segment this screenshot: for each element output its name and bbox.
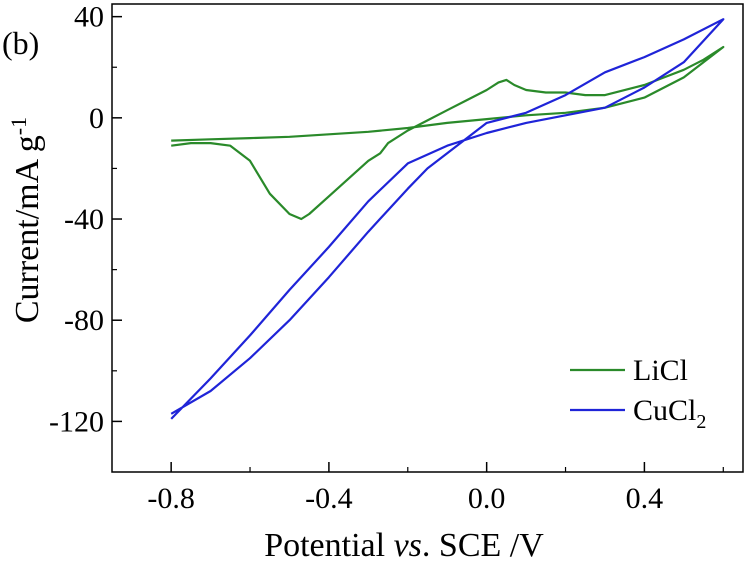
series-layer xyxy=(170,18,725,420)
x-axis: -0.8 -0.4 0.0 0.4 xyxy=(147,462,724,515)
y-tick-label: -120 xyxy=(49,405,104,438)
y-tick-label: 0 xyxy=(89,102,104,135)
y-tick-label: 40 xyxy=(74,1,104,34)
panel-label: (b) xyxy=(2,25,39,61)
y-axis-title: Current/mA g-1 xyxy=(6,117,46,323)
y-axis: 40 0 -40 -80 -120 xyxy=(49,1,122,438)
series-line-0 xyxy=(171,45,725,221)
legend: LiCl CuCl2 xyxy=(570,354,706,433)
x-tick-label: 0.0 xyxy=(468,482,506,515)
x-tick-label: 0.4 xyxy=(626,482,664,515)
x-tick-label: -0.4 xyxy=(305,482,353,515)
y-tick-label: -80 xyxy=(64,304,104,337)
series-line-1 xyxy=(170,18,725,420)
x-tick-label: -0.8 xyxy=(147,482,195,515)
y-tick-label: -40 xyxy=(64,203,104,236)
legend-label-0: LiCl xyxy=(633,354,688,387)
x-axis-title: Potential vs. SCE /V xyxy=(264,527,544,562)
plot-frame xyxy=(111,3,744,473)
legend-label-1: CuCl2 xyxy=(633,394,706,433)
